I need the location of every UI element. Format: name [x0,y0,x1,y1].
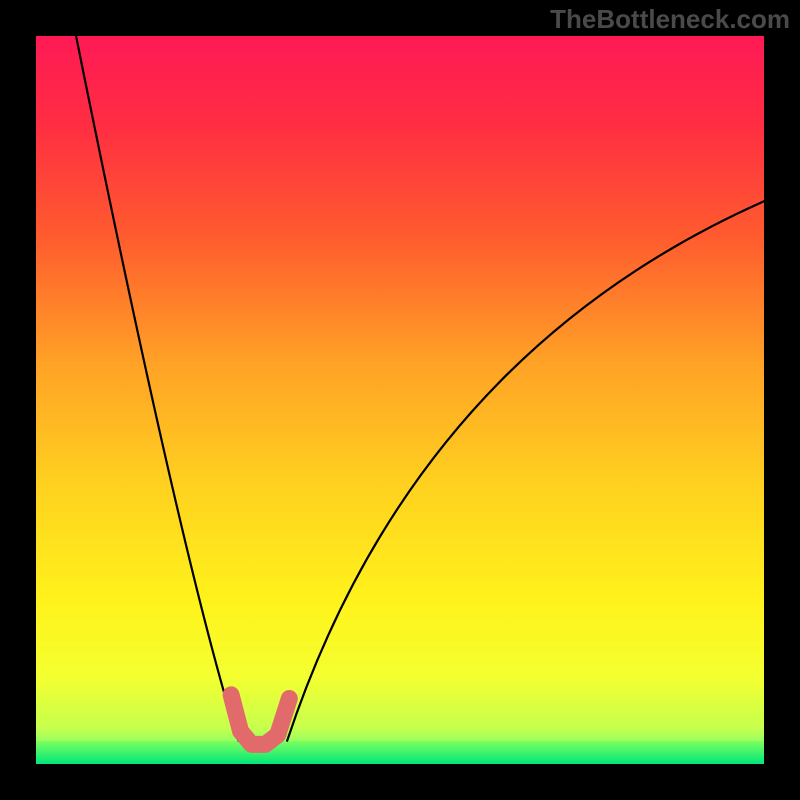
watermark-text: TheBottleneck.com [550,4,790,35]
frame-left [0,0,36,800]
optimal-range-marker [0,0,800,800]
frame-right [764,0,800,800]
frame-bottom [0,764,800,800]
chart-stage: TheBottleneck.com [0,0,800,800]
